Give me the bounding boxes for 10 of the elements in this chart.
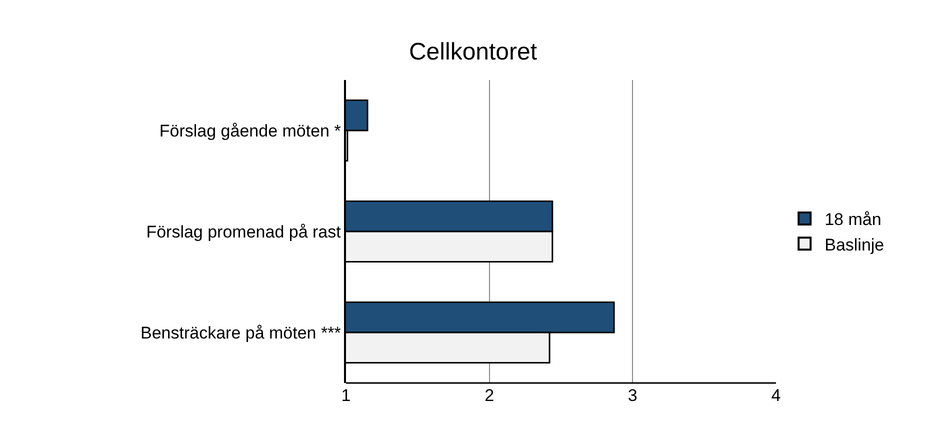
y-tick-label: Förslag promenad på rast [146, 222, 342, 242]
x-tick-label: 4 [771, 386, 781, 405]
x-tick-label: 1 [341, 386, 351, 405]
y-tick-label: Bensträckare på möten *** [140, 323, 342, 342]
x-tick-label: 3 [628, 386, 638, 405]
x-tick-label: 2 [484, 386, 494, 405]
y-tick-label: Förslag gående möten * [159, 121, 342, 140]
legend-label: Baslinje [824, 235, 884, 254]
chart-title: Cellkontoret [408, 38, 538, 66]
legend-label: 18 mån [824, 210, 882, 230]
